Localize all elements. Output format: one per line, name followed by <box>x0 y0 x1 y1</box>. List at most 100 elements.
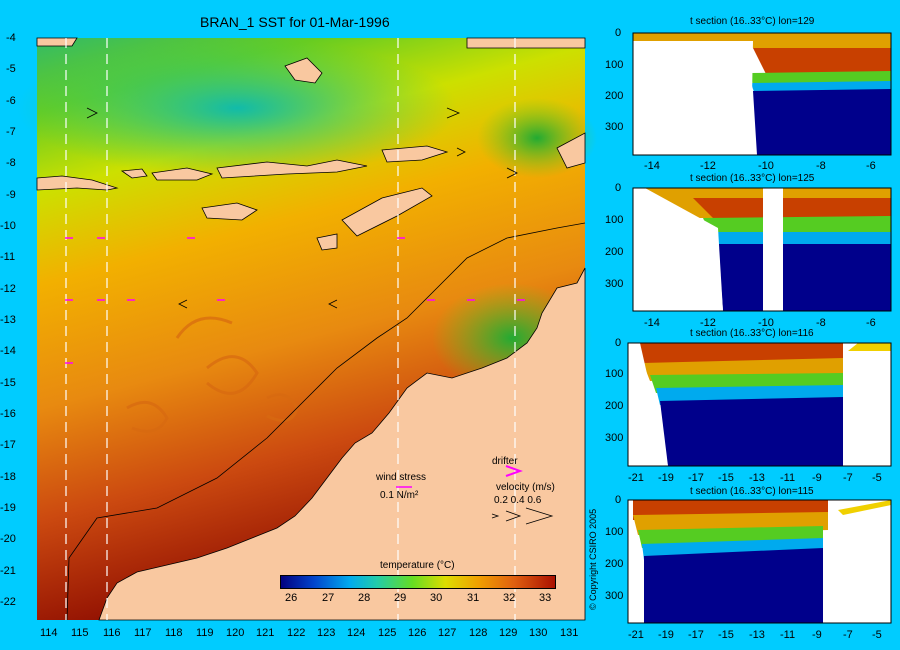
x-tick: -7 <box>843 629 853 641</box>
lon-tick: 114 <box>40 627 58 639</box>
y-tick: 0 <box>615 337 622 349</box>
y-tick: 200 <box>605 90 624 102</box>
lon-tick: 120 <box>226 627 245 639</box>
drifter-arrows <box>65 237 525 364</box>
y-tick: 100 <box>605 368 624 380</box>
cool-water-north <box>17 38 457 178</box>
lat-tick: -12 <box>0 283 16 295</box>
x-tick: -9 <box>812 472 822 484</box>
lat-tick: -15 <box>0 377 16 389</box>
x-tick: -15 <box>718 629 734 641</box>
velocity-label: velocity (m/s) <box>496 482 555 493</box>
lat-tick: -6 <box>6 95 16 107</box>
lon-tick: 121 <box>256 627 275 639</box>
lat-tick: -5 <box>6 63 16 75</box>
lat-tick: -17 <box>0 439 16 451</box>
x-tick: -19 <box>658 472 674 484</box>
lon-tick: 123 <box>317 627 336 639</box>
drifter-icon <box>505 465 523 477</box>
x-tick: -12 <box>700 160 716 172</box>
section-title: t section (16..33°C) lon=129 <box>690 16 815 27</box>
map-title: BRAN_1 SST for 01-Mar-1996 <box>200 14 390 30</box>
x-tick: -7 <box>843 472 853 484</box>
section-panel-lon116 <box>627 342 892 467</box>
lat-tick: -21 <box>0 565 16 577</box>
lon-tick: 118 <box>165 627 183 639</box>
colorbar-tick: 33 <box>539 592 552 604</box>
x-tick: -13 <box>749 472 765 484</box>
x-tick: -6 <box>866 160 876 172</box>
lat-tick: -14 <box>0 345 16 357</box>
x-tick: -21 <box>628 629 644 641</box>
x-tick: -5 <box>872 472 882 484</box>
drifter-label: drifter <box>492 456 518 467</box>
x-tick: -11 <box>780 472 796 484</box>
x-tick: -19 <box>658 629 674 641</box>
lon-tick: 116 <box>103 627 121 639</box>
x-tick: -9 <box>812 629 822 641</box>
y-tick: 0 <box>615 27 622 39</box>
x-tick: -13 <box>749 629 765 641</box>
wind-stress-arrow <box>396 486 412 488</box>
x-tick: -6 <box>866 317 876 329</box>
wind-stress-value: 0.1 N/m² <box>380 490 419 501</box>
section-title: t section (16..33°C) lon=115 <box>690 486 814 497</box>
section-title: t section (16..33°C) lon=125 <box>690 173 815 184</box>
y-tick: 200 <box>605 558 624 570</box>
lon-tick: 122 <box>287 627 306 639</box>
sst-map <box>17 37 597 621</box>
lat-tick: -20 <box>0 533 16 545</box>
isobath-contour <box>66 222 586 621</box>
y-tick: 0 <box>615 182 622 194</box>
section-title: t section (16..33°C) lon=116 <box>690 328 814 339</box>
x-tick: -10 <box>758 317 774 329</box>
x-tick: -17 <box>688 472 704 484</box>
x-tick: -8 <box>816 317 826 329</box>
x-tick: -15 <box>718 472 734 484</box>
lesser-sunda-islands <box>36 37 586 251</box>
section-lines <box>65 38 516 620</box>
lat-tick: -9 <box>6 189 16 201</box>
lat-tick: -16 <box>0 408 16 420</box>
velocity-arrows <box>86 107 518 309</box>
y-tick: 100 <box>605 526 624 538</box>
lon-tick: 127 <box>438 627 457 639</box>
lon-tick: 130 <box>529 627 548 639</box>
lon-tick: 131 <box>560 627 579 639</box>
lat-tick: -19 <box>0 502 16 514</box>
y-tick: 200 <box>605 246 624 258</box>
y-tick: 300 <box>605 590 624 602</box>
lat-tick: -8 <box>6 157 16 169</box>
x-tick: -21 <box>628 472 644 484</box>
colorbar <box>280 575 556 589</box>
colorbar-tick: 26 <box>285 592 298 604</box>
lon-tick: 125 <box>378 627 397 639</box>
colorbar-tick: 27 <box>322 592 335 604</box>
y-tick: 200 <box>605 400 624 412</box>
x-tick: -14 <box>644 317 660 329</box>
colorbar-tick: 29 <box>394 592 407 604</box>
lon-tick: 126 <box>408 627 427 639</box>
colorbar-tick: 28 <box>358 592 371 604</box>
lat-tick: -4 <box>6 32 16 44</box>
y-tick: 100 <box>605 59 624 71</box>
y-tick: 0 <box>615 494 622 506</box>
lon-tick: 129 <box>499 627 518 639</box>
lon-tick: 115 <box>71 627 89 639</box>
x-tick: -14 <box>644 160 660 172</box>
y-tick: 300 <box>605 278 624 290</box>
lon-tick: 128 <box>469 627 488 639</box>
y-tick: 300 <box>605 432 624 444</box>
x-tick: -5 <box>872 629 882 641</box>
velocity-scale-arrows <box>491 507 554 525</box>
lat-tick: -18 <box>0 471 16 483</box>
section-panel-lon115 <box>627 499 892 624</box>
colorbar-tick: 32 <box>503 592 516 604</box>
lat-tick: -11 <box>0 251 16 263</box>
lat-tick: -22 <box>0 596 16 608</box>
velocity-values: 0.2 0.4 0.6 <box>494 495 542 506</box>
wind-stress-label: wind stress <box>376 472 427 483</box>
colorbar-title: temperature (°C) <box>380 560 455 571</box>
x-tick: -17 <box>688 629 704 641</box>
x-tick: -12 <box>700 317 716 329</box>
